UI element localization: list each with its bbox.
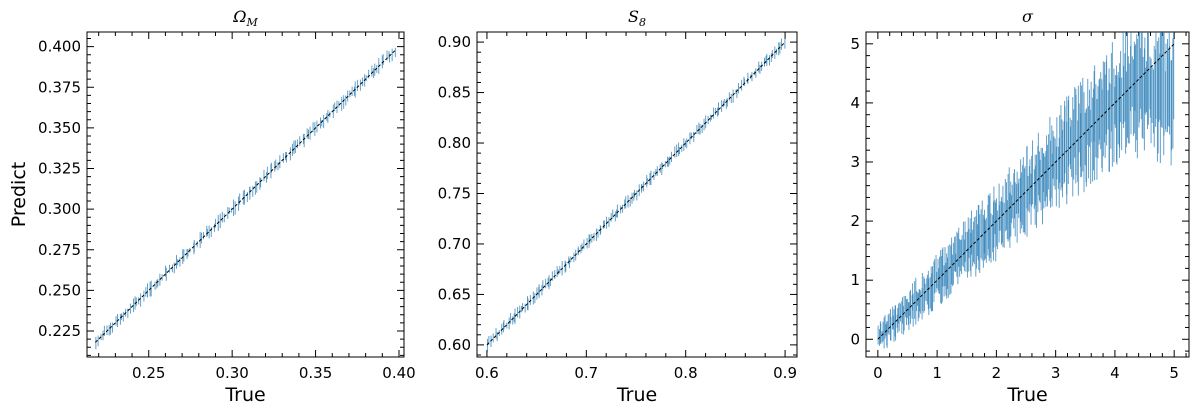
identity-reference-line	[94, 49, 397, 343]
panel-title: ΩM	[232, 7, 258, 29]
y-tick-label: 0.60	[438, 336, 471, 354]
y-tick-label: 0.350	[38, 119, 81, 137]
identity-reference-line	[486, 41, 786, 346]
panel-title-subscript: 8	[639, 16, 646, 29]
y-tick-label: 2	[850, 212, 860, 230]
y-tick-label: 0	[850, 330, 860, 348]
x-tick-label: 0.8	[674, 364, 698, 382]
x-tick-label: 0	[873, 364, 883, 382]
plot-frame	[476, 31, 798, 358]
y-tick-label: 0.75	[438, 184, 471, 202]
y-tick-label: 5	[850, 35, 860, 53]
y-tick-label: 0.300	[38, 200, 81, 218]
y-tick-label: 0.250	[38, 281, 81, 299]
y-tick-label: 0.325	[38, 160, 81, 178]
prediction-series	[95, 47, 396, 350]
x-axis-label: True	[224, 384, 265, 406]
x-tick-label: 5	[1169, 364, 1179, 382]
plot-frame	[865, 31, 1190, 358]
x-tick-label: 0.7	[574, 364, 598, 382]
x-tick-label: 2	[992, 364, 1002, 382]
prediction-series	[486, 38, 786, 353]
panel-omega-m: 0.25 0.30 0.35 0.40 0.225 0.250 0.275 0.300 0.32…	[8, 7, 416, 406]
panel-title: σ	[1022, 7, 1034, 26]
y-tick-label: 0.85	[438, 84, 471, 102]
y-tick-label: 3	[850, 153, 860, 171]
panel-title-symbol: Ω	[232, 7, 246, 26]
panel-title-symbol: S	[628, 7, 639, 26]
panel-sigma: 0 1 2 3 4 5 0 1 2 3 4 5 σ True	[850, 7, 1190, 406]
y-tick-label: 0.70	[438, 235, 471, 253]
plot-frame	[86, 31, 405, 358]
y-tick-label: 1	[850, 271, 860, 289]
y-tick-label: 0.65	[438, 285, 471, 303]
prediction-series	[877, 32, 1175, 349]
x-tick-label: 0.40	[382, 364, 415, 382]
x-tick-label: 4	[1110, 364, 1120, 382]
y-tick-label: 0.375	[38, 78, 81, 96]
x-tick-label: 0.30	[215, 364, 248, 382]
y-tick-label: 0.225	[38, 322, 81, 340]
panel-title-symbol: σ	[1022, 7, 1034, 26]
x-tick-label: 0.25	[132, 364, 165, 382]
x-axis-label: True	[616, 384, 657, 406]
panel-s8: 0.6 0.7 0.8 0.9 0.60 0.65 0.70 0.75 0.80 0.85 0.90…	[438, 7, 798, 406]
x-tick-label: 0.9	[773, 364, 797, 382]
x-tick-label: 0.6	[475, 364, 499, 382]
x-tick-label: 3	[1051, 364, 1061, 382]
x-tick-label: 1	[932, 364, 942, 382]
panel-title: S8	[628, 7, 646, 29]
y-tick-label: 4	[850, 94, 860, 112]
y-tick-label: 0.275	[38, 241, 81, 259]
x-axis-label: True	[1006, 384, 1047, 406]
identity-reference-line	[877, 43, 1175, 340]
y-tick-label: 0.400	[38, 38, 81, 56]
y-tick-label: 0.80	[438, 134, 471, 152]
y-tick-label: 0.90	[438, 33, 471, 51]
panel-title-subscript: M	[246, 16, 259, 29]
x-tick-label: 0.35	[299, 364, 332, 382]
y-axis-label: Predict	[8, 162, 30, 227]
